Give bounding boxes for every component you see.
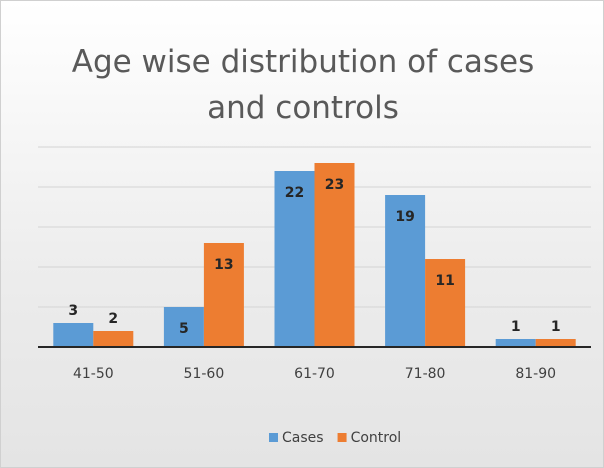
value-label: 3 (68, 303, 78, 319)
value-label: 19 (395, 209, 414, 225)
legend-label: Control (351, 430, 402, 446)
value-label: 11 (435, 273, 454, 289)
value-label: 1 (551, 319, 561, 335)
x-tick-label: 51-60 (184, 366, 225, 382)
bar (535, 339, 576, 347)
value-label: 2 (108, 311, 118, 327)
value-label: 1 (511, 319, 521, 335)
x-tick-label: 41-50 (73, 366, 114, 382)
value-label: 13 (214, 257, 233, 273)
bar (53, 323, 94, 347)
legend-label: Cases (282, 430, 324, 446)
bar (163, 307, 204, 347)
chart-title: Age wise distribution of cases and contr… (71, 44, 535, 126)
value-label: 23 (325, 177, 344, 193)
value-label: 5 (179, 321, 189, 337)
legend-swatch (337, 433, 347, 442)
value-label: 22 (285, 185, 304, 201)
bar (93, 331, 134, 347)
bar (274, 171, 315, 347)
legend-swatch (269, 433, 278, 442)
bar (425, 259, 466, 347)
x-tick-label: 71-80 (405, 366, 446, 382)
x-tick-label: 61-70 (294, 366, 335, 382)
bar (314, 163, 355, 347)
bar (495, 339, 536, 347)
bar (385, 195, 426, 347)
bar (203, 243, 244, 347)
x-tick-label: 81-90 (515, 366, 556, 382)
